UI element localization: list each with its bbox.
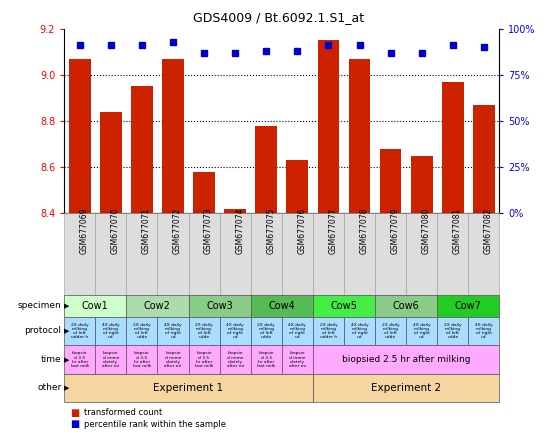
Bar: [100, 112, 122, 213]
Text: GSM677077: GSM677077: [329, 208, 338, 254]
Text: GSM677080: GSM677080: [422, 208, 431, 254]
Bar: [473, 105, 495, 213]
Text: 4X daily
milking
of right
ud: 4X daily milking of right ud: [413, 322, 431, 339]
Text: 2X daily
milking
of left
udde: 2X daily milking of left udde: [444, 322, 461, 339]
Bar: [411, 155, 432, 213]
Text: 2X daily
milking
of left
udder h: 2X daily milking of left udder h: [71, 322, 89, 339]
Text: ▶: ▶: [64, 303, 69, 309]
Text: biopsied 2.5 hr after milking: biopsied 2.5 hr after milking: [342, 355, 470, 364]
Text: biopsie
d 3.5
hr after
last milk: biopsie d 3.5 hr after last milk: [133, 351, 151, 368]
Text: ▶: ▶: [64, 328, 69, 334]
Bar: [224, 209, 246, 213]
Text: 2X daily
milking
of left
udder h: 2X daily milking of left udder h: [320, 322, 337, 339]
Text: percentile rank within the sample: percentile rank within the sample: [84, 420, 225, 428]
Text: biopsie
d imme
diately
after mi: biopsie d imme diately after mi: [102, 351, 119, 368]
Bar: [442, 82, 464, 213]
Text: Cow6: Cow6: [393, 301, 420, 311]
Text: biopsie
d 3.5
hr after
last milk: biopsie d 3.5 hr after last milk: [257, 351, 276, 368]
Text: other: other: [37, 384, 61, 392]
Bar: [349, 59, 371, 213]
Text: GSM677075: GSM677075: [266, 208, 275, 254]
Text: time: time: [41, 355, 61, 364]
Text: 4X daily
milking
of right
ud: 4X daily milking of right ud: [227, 322, 244, 339]
Text: GSM677071: GSM677071: [142, 208, 151, 254]
Text: GSM677082: GSM677082: [484, 208, 493, 254]
Text: 2X daily
milking
of left
udde: 2X daily milking of left udde: [382, 322, 400, 339]
Text: GSM677074: GSM677074: [235, 208, 244, 254]
Text: 4X daily
milking
of right
ud: 4X daily milking of right ud: [102, 322, 119, 339]
Text: 2X daily
milking
of left
udde: 2X daily milking of left udde: [133, 322, 151, 339]
Text: 4X daily
milking
of right
ud: 4X daily milking of right ud: [164, 322, 182, 339]
Text: 2X daily
milking
of left
udde: 2X daily milking of left udde: [195, 322, 213, 339]
Text: 2X daily
milking
of left
udde: 2X daily milking of left udde: [257, 322, 275, 339]
Text: GSM677070: GSM677070: [111, 208, 120, 254]
Text: Experiment 2: Experiment 2: [371, 383, 441, 393]
Bar: [379, 149, 402, 213]
Text: GSM677081: GSM677081: [453, 208, 462, 254]
Bar: [256, 126, 277, 213]
Bar: [318, 40, 339, 213]
Text: biopsie
d imme
diately
after mi: biopsie d imme diately after mi: [227, 351, 244, 368]
Text: GDS4009 / Bt.6092.1.S1_at: GDS4009 / Bt.6092.1.S1_at: [194, 11, 364, 24]
Text: GSM677069: GSM677069: [80, 208, 89, 254]
Text: biopsie
d imme
diately
after mi: biopsie d imme diately after mi: [165, 351, 181, 368]
Bar: [286, 160, 308, 213]
Text: specimen: specimen: [18, 301, 61, 310]
Text: Cow1: Cow1: [82, 301, 109, 311]
Text: GSM677076: GSM677076: [297, 208, 306, 254]
Text: 4X daily
milking
of right
ud: 4X daily milking of right ud: [288, 322, 306, 339]
Text: 4X daily
milking
of right
ud: 4X daily milking of right ud: [350, 322, 368, 339]
Text: biopsie
d 3.5
hr after
last milk: biopsie d 3.5 hr after last milk: [195, 351, 213, 368]
Text: ▶: ▶: [64, 385, 69, 391]
Text: GSM677073: GSM677073: [204, 208, 213, 254]
Text: biopsie
d imme
diately
after mi: biopsie d imme diately after mi: [289, 351, 306, 368]
Text: GSM677072: GSM677072: [173, 208, 182, 254]
Text: ■: ■: [70, 408, 79, 418]
Text: biopsie
d 3.5
hr after
last milk: biopsie d 3.5 hr after last milk: [70, 351, 89, 368]
Text: ■: ■: [70, 419, 79, 429]
Text: GSM677079: GSM677079: [391, 208, 400, 254]
Text: Cow4: Cow4: [268, 301, 295, 311]
Bar: [193, 172, 215, 213]
Text: Cow3: Cow3: [206, 301, 233, 311]
Text: Cow5: Cow5: [330, 301, 358, 311]
Text: ▶: ▶: [64, 357, 69, 363]
Text: Experiment 1: Experiment 1: [153, 383, 224, 393]
Bar: [162, 59, 184, 213]
Bar: [131, 87, 153, 213]
Text: Cow2: Cow2: [144, 301, 171, 311]
Text: Cow7: Cow7: [455, 301, 482, 311]
Text: 4X daily
milking
of right
ud: 4X daily milking of right ud: [475, 322, 493, 339]
Text: transformed count: transformed count: [84, 408, 162, 417]
Text: GSM677078: GSM677078: [359, 208, 368, 254]
Text: protocol: protocol: [25, 326, 61, 336]
Bar: [69, 59, 90, 213]
